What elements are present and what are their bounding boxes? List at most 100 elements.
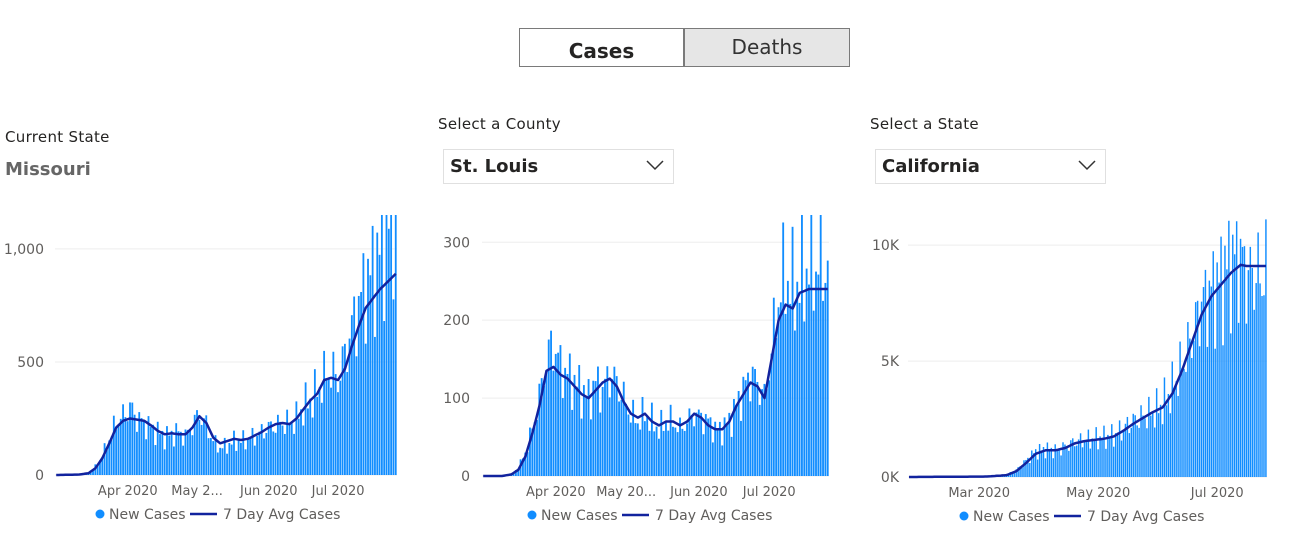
new-cases-bar (625, 403, 628, 476)
new-cases-bar (149, 426, 152, 475)
new-cases-bar (1179, 341, 1181, 477)
new-cases-bar (1155, 388, 1158, 477)
new-cases-bar (1011, 472, 1014, 477)
new-cases-bar (529, 427, 531, 476)
new-cases-bar (552, 370, 555, 476)
new-cases-bar (1111, 424, 1113, 477)
new-cases-bar (517, 470, 520, 476)
new-cases-bar (166, 426, 168, 475)
y-tick-label: 5K (881, 354, 900, 370)
new-cases-bar (1232, 234, 1234, 477)
new-cases-bar (540, 378, 543, 476)
new-cases-bar (364, 343, 367, 475)
new-cases-bar (796, 281, 799, 476)
new-cases-bar (1208, 280, 1211, 477)
new-cases-bar (293, 433, 295, 475)
new-cases-bar (815, 271, 817, 476)
new-cases-bar (1113, 446, 1115, 477)
new-cases-bar (1216, 262, 1218, 477)
new-cases-bar (270, 421, 272, 475)
st-louis-cases-chart: 0 100 200 300 Apr 2020 May 20... Jun 2020 Jul 2… (443, 215, 829, 524)
new-cases-bar (723, 417, 726, 476)
new-cases-bar (1140, 405, 1142, 477)
new-cases-bar (1230, 333, 1232, 477)
new-cases-bar (1103, 425, 1105, 477)
new-cases-bar (92, 469, 94, 475)
new-cases-bar (1193, 340, 1195, 477)
new-cases-bar (707, 418, 710, 476)
new-cases-bar (159, 434, 161, 475)
new-cases-bar (1191, 357, 1193, 477)
new-cases-bar (786, 280, 789, 476)
new-cases-bar (592, 380, 595, 476)
new-cases-bar (660, 409, 663, 476)
new-cases-bar (1212, 251, 1214, 477)
new-cases-bar (634, 423, 637, 476)
new-cases-bar (101, 459, 104, 475)
state-dropdown[interactable]: California (875, 149, 1106, 184)
county-dropdown[interactable]: St. Louis (443, 149, 674, 184)
new-cases-bar (714, 421, 717, 476)
new-cases-bar (1220, 236, 1222, 477)
new-cases-bar (1157, 413, 1160, 477)
new-cases-bar (1237, 322, 1240, 477)
new-cases-bar (1124, 423, 1127, 477)
new-cases-bar (1107, 434, 1109, 477)
new-cases-bar (1054, 444, 1056, 477)
new-cases-bar (531, 428, 534, 476)
cases-toggle-button[interactable]: Cases (519, 28, 684, 67)
new-cases-bar (179, 431, 182, 475)
new-cases-bar (615, 376, 618, 476)
x-tick-label: Jul 2020 (1190, 486, 1244, 501)
new-cases-bar (147, 416, 150, 475)
new-cases-bar (1095, 427, 1097, 477)
new-cases-bar (1253, 309, 1255, 477)
new-cases-bar (629, 422, 632, 476)
new-cases-bar (355, 356, 358, 475)
missouri-cases-chart: 0 500 1,000 Apr 2020 May 2... Jun 2020 Jul 202… (4, 215, 397, 523)
new-cases-bar (1198, 346, 1201, 477)
new-cases-bar (216, 452, 219, 475)
new-cases-bar (182, 445, 185, 475)
new-cases-bar (730, 436, 733, 476)
new-cases-bar (1224, 245, 1226, 477)
new-cases-bar (1138, 427, 1140, 477)
new-cases-bar (808, 284, 810, 476)
new-cases-bar (571, 409, 574, 476)
new-cases-bar (1259, 283, 1261, 477)
new-cases-bar (360, 292, 362, 475)
new-cases-bar (1206, 346, 1209, 477)
new-cases-bar (578, 365, 581, 476)
new-cases-bar (253, 445, 256, 475)
new-cases-bar (573, 374, 576, 476)
new-cases-bar (108, 440, 111, 475)
new-cases-bar (1105, 448, 1107, 477)
new-cases-bar (290, 421, 293, 475)
y-tick-label: 500 (17, 355, 44, 371)
new-cases-bar (286, 409, 289, 475)
new-cases-bar (380, 215, 383, 475)
new-cases-bar (514, 470, 517, 476)
x-tick-label: May 2... (171, 484, 223, 499)
new-cases-bar (138, 412, 141, 475)
new-cases-bar (203, 418, 205, 475)
new-cases-bar (1202, 287, 1205, 477)
new-cases-bar (1257, 232, 1259, 477)
new-cases-bar (184, 429, 187, 475)
new-cases-bar (318, 387, 321, 475)
new-cases-bar (810, 215, 813, 476)
new-cases-bar (163, 449, 166, 475)
y-tick-label: 200 (443, 313, 470, 329)
new-cases-bar (554, 353, 557, 476)
new-cases-bar (526, 452, 529, 476)
new-cases-bar (246, 438, 249, 475)
new-cases-bar (152, 424, 155, 475)
new-cases-bar (112, 415, 115, 475)
new-cases-bar (611, 379, 613, 476)
new-cases-bar (1167, 393, 1170, 477)
new-cases-bar (704, 414, 707, 476)
new-cases-bar (353, 296, 356, 475)
new-cases-bar (170, 430, 173, 475)
deaths-toggle-button[interactable]: Deaths (684, 28, 850, 67)
new-cases-bar (207, 438, 210, 475)
